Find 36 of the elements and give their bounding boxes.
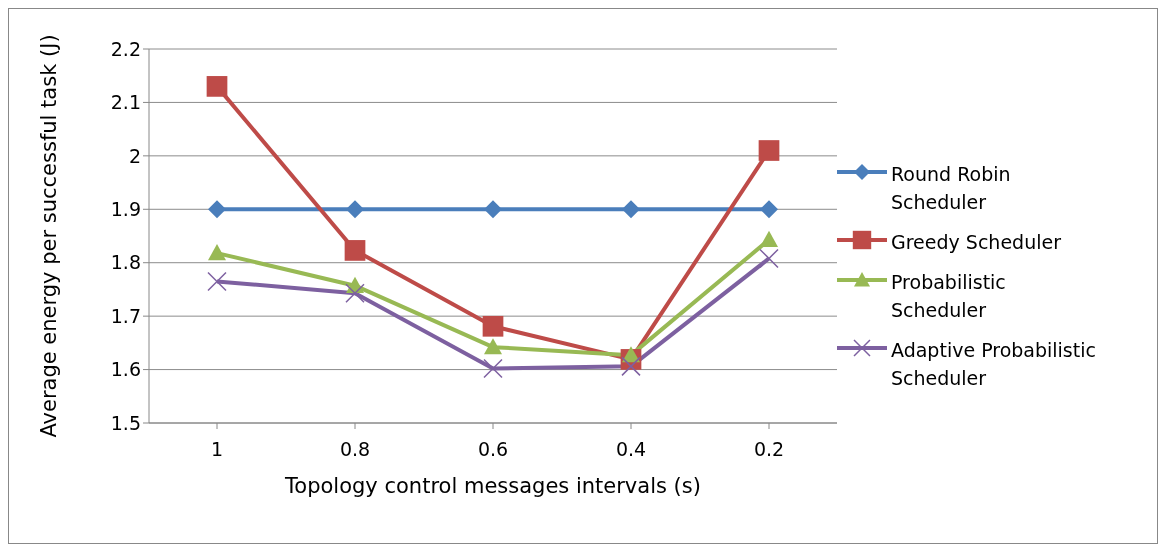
point bbox=[483, 358, 503, 379]
legend-label: Adaptive Probabilistic Scheduler bbox=[891, 338, 1097, 391]
x-tick-label: 1 bbox=[210, 438, 224, 461]
y-tick-label: 1.7 bbox=[110, 304, 141, 327]
point bbox=[344, 240, 366, 261]
y-tick-label: 1.8 bbox=[110, 251, 141, 274]
y-tick-label: 1.6 bbox=[110, 358, 141, 381]
point bbox=[622, 200, 640, 219]
x-tick-label: 0.6 bbox=[477, 438, 509, 461]
point bbox=[208, 200, 226, 219]
y-tick-label: 2.1 bbox=[110, 91, 141, 114]
y-tick-label: 2 bbox=[128, 144, 141, 167]
point bbox=[484, 200, 502, 219]
y-tick-label: 2.2 bbox=[110, 37, 141, 60]
y-axis-title: Average energy per successful task (J) bbox=[37, 34, 62, 438]
point bbox=[345, 283, 365, 303]
point bbox=[346, 200, 364, 219]
point bbox=[760, 200, 778, 219]
x-axis-title: Topology control messages intervals (s) bbox=[284, 474, 701, 498]
legend-label: Probabilistic Scheduler bbox=[891, 270, 1007, 323]
point bbox=[759, 248, 779, 269]
point bbox=[760, 230, 778, 247]
x-tick-label: 0.8 bbox=[339, 438, 371, 461]
point bbox=[206, 76, 228, 97]
point bbox=[484, 338, 502, 355]
point bbox=[208, 244, 226, 261]
x-tick-label: 0.2 bbox=[753, 438, 785, 461]
point bbox=[758, 140, 780, 161]
point bbox=[207, 271, 227, 292]
legend-label: Round Robin Scheduler bbox=[891, 162, 1012, 215]
point bbox=[621, 356, 641, 377]
legend-label: Greedy Scheduler bbox=[891, 230, 1062, 255]
y-tick-label: 1.9 bbox=[110, 198, 141, 221]
point bbox=[482, 315, 504, 337]
y-tick-label: 1.5 bbox=[110, 411, 141, 434]
x-tick-label: 0.4 bbox=[615, 438, 647, 461]
